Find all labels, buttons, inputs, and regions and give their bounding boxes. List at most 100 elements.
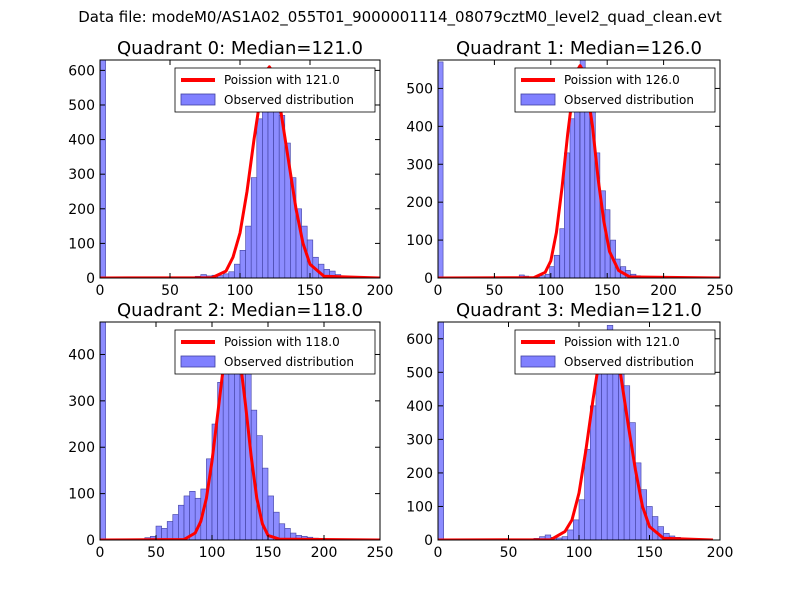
quadrant-0-legend-bar-swatch — [180, 93, 216, 106]
quadrant-0-ytick-label: 500 — [68, 98, 95, 114]
quadrant-2-panel: 0 50 100 150 200 250 0 100 200 300 400 Quadrant 2: … — [68, 300, 393, 561]
quadrant-2-bar — [222, 363, 230, 540]
quadrant-3-legend-bar-swatch — [520, 355, 556, 368]
quadrant-2-bar — [273, 511, 280, 540]
quadrant-1-ytick-label: 500 — [406, 81, 433, 97]
quadrant-3-bar — [589, 405, 597, 540]
quadrant-3-xtick-label: 100 — [566, 545, 593, 561]
quadrant-3-legend: Poission with 121.0 Observed distribution — [514, 329, 716, 375]
quadrant-3-xtick-label: 0 — [434, 545, 443, 561]
quadrant-0-bar — [239, 250, 246, 278]
quadrant-2-xtick-label: 50 — [147, 545, 165, 561]
quadrant-1-ytick-label: 100 — [406, 233, 433, 249]
quadrant-0-bar — [222, 273, 230, 278]
quadrant-3-ytick-label: 200 — [406, 466, 433, 482]
quadrant-1-xtick-label: 100 — [537, 283, 564, 299]
quadrant-3-ytick-label: 0 — [424, 533, 433, 549]
quadrant-2-legend-bar-swatch — [180, 355, 216, 368]
quadrant-1-ytick-label: 400 — [406, 119, 433, 135]
quadrant-0-panel: 0 50 100 150 200 0 100 200 300 400 500 600 Quadrant … — [68, 38, 393, 299]
quadrant-1-axes-frame — [437, 59, 721, 279]
quadrant-3-bar — [438, 322, 444, 540]
quadrant-3-ytick-label: 400 — [406, 399, 433, 415]
quadrant-0-bar — [100, 60, 106, 278]
quadrant-2-xtick-label: 250 — [367, 545, 394, 561]
quadrant-2-legend: Poission with 118.0 Observed distribution — [174, 329, 376, 375]
quadrant-0-legend: Poission with 121.0 Observed distribution — [174, 67, 376, 113]
quadrant-0-ytick-label: 600 — [68, 63, 95, 79]
quadrant-2-bar — [100, 322, 106, 540]
quadrant-1-xtick-label: 50 — [485, 283, 503, 299]
quadrant-0-ytick-label: 200 — [68, 202, 95, 218]
quadrant-3-xtick-label: 150 — [636, 545, 663, 561]
quadrant-2-xtick-label: 100 — [199, 545, 226, 561]
quadrant-3-ytick-label: 300 — [406, 432, 433, 448]
quadrant-2-bar — [278, 523, 286, 540]
quadrant-3-panel: 0 50 100 150 200 0 100 200 300 400 500 600 Quadrant … — [406, 300, 733, 561]
quadrant-3-legend-bar-label: Observed distribution — [564, 355, 694, 369]
quadrant-2-axes-frame — [99, 321, 381, 541]
figure-suptitle: Data file: modeM0/AS1A02_055T01_90000011… — [78, 8, 722, 26]
quadrant-1-legend: Poission with 126.0 Observed distribution — [514, 67, 716, 113]
quadrant-1-xtick-label: 150 — [594, 283, 621, 299]
quadrant-1-legend-line-label: Poission with 126.0 — [564, 73, 680, 87]
quadrant-3-ytick-label: 500 — [406, 365, 433, 381]
quadrant-0-bar — [256, 118, 263, 278]
quadrant-2-legend-line-label: Poission with 118.0 — [224, 335, 340, 349]
quadrant-2-ytick-label: 400 — [68, 347, 95, 363]
quadrant-2-bar — [228, 344, 235, 540]
quadrant-0-title: Quadrant 0: Median=121.0 — [117, 38, 363, 59]
quadrant-2-bar — [183, 495, 190, 540]
quadrant-2-bar — [155, 525, 162, 540]
quadrant-1-legend-bar-label: Observed distribution — [564, 93, 694, 107]
quadrant-0-legend-bar-label: Observed distribution — [224, 93, 354, 107]
quadrant-2-xtick-label: 0 — [96, 545, 105, 561]
quadrant-1-legend-bar-swatch — [520, 93, 556, 106]
quadrant-1-poisson-line — [438, 64, 720, 278]
quadrant-0-bar — [245, 225, 252, 278]
quadrant-2-ytick-label: 0 — [86, 533, 95, 549]
quadrant-3-title: Quadrant 3: Median=121.0 — [456, 300, 702, 321]
quadrant-2-xtick-label: 200 — [311, 545, 338, 561]
quadrant-1-ytick-label: 0 — [424, 271, 433, 287]
quadrant-0-bar — [228, 271, 235, 278]
quadrant-1-title: Quadrant 1: Median=126.0 — [456, 38, 702, 59]
quadrant-2-legend-bar-label: Observed distribution — [224, 355, 354, 369]
quadrant-0-xtick-label: 0 — [96, 283, 105, 299]
quadrant-3-legend-line-label: Poission with 121.0 — [564, 335, 680, 349]
quadrant-1-bar — [553, 254, 560, 278]
quadrant-3-bar — [567, 529, 574, 540]
quadrant-2-title: Quadrant 2: Median=118.0 — [117, 300, 363, 321]
quadrant-3-bar — [561, 536, 569, 540]
quadrant-0-ytick-label: 100 — [68, 236, 95, 252]
quadrant-0-legend-line-label: Poission with 121.0 — [224, 73, 340, 87]
quadrant-3-xtick-label: 50 — [500, 545, 518, 561]
quadrant-0-plot-content — [100, 60, 380, 278]
quadrant-0-bar — [262, 94, 269, 278]
quadrant-2-bar — [172, 514, 179, 540]
quadrant-3-ytick-label: 100 — [406, 499, 433, 515]
quadrant-0-bar — [250, 177, 258, 278]
quadrant-3-xtick-label: 200 — [707, 545, 734, 561]
quadrant-2-ytick-label: 100 — [68, 487, 95, 503]
quadrant-2-ytick-label: 200 — [68, 440, 95, 456]
quadrant-1-xtick-label: 0 — [434, 283, 443, 299]
quadrant-2-bar — [234, 344, 241, 540]
quadrant-2-bar — [178, 504, 185, 540]
quadrant-0-ytick-label: 300 — [68, 167, 95, 183]
quadrant-0-ytick-label: 0 — [86, 271, 95, 287]
quadrant-2-ytick-label: 300 — [68, 394, 95, 410]
quadrant-2-xtick-label: 150 — [255, 545, 282, 561]
quadrant-2-bar — [166, 521, 174, 540]
quadrant-1-bar — [539, 275, 545, 278]
quadrant-3-bar — [573, 519, 580, 540]
quadrant-1-xtick-label: 200 — [650, 283, 677, 299]
quadrant-1-bar — [594, 152, 601, 278]
quadrant-1-plot-content — [438, 60, 720, 278]
quadrant-1-ytick-label: 300 — [406, 157, 433, 173]
quadrant-0-xtick-label: 100 — [227, 283, 254, 299]
quadrant-1-bar — [438, 61, 444, 278]
quadrant-0-ytick-label: 400 — [68, 133, 95, 149]
